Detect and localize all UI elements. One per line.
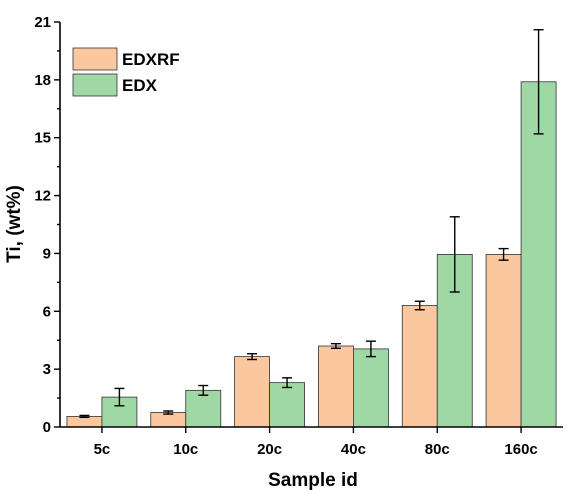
y-tick-label: 3 [43,361,51,378]
x-tick-label: 5c [94,441,111,458]
x-tick-label: 20c [257,441,282,458]
bar-edxrf-80c [401,305,438,428]
x-axis-title: Sample id [268,470,358,490]
y-tick-label: 9 [43,245,51,262]
legend-label-edx: EDX [122,76,158,95]
y-tick-label: 15 [34,130,51,147]
x-tick-label: 10c [173,441,198,458]
legend: EDXRF EDX [72,47,180,97]
y-tick-label: 0 [43,419,51,436]
bar-edxrf-40c [318,345,354,428]
axes-layer: 0 3 6 9 12 15 18 21 5c 10c 20c 40c 80c 160c [34,14,563,458]
y-axis-title: Ti, (wt%) [4,185,25,263]
bar-edxrf-160c [485,253,522,428]
bar-edx-40c [353,348,389,428]
x-tick-label: 40c [341,441,366,458]
y-tick-label: 21 [34,14,51,31]
y-tick-label: 6 [43,303,51,320]
error-bars-layer [79,29,544,419]
legend-label-edxrf: EDXRF [122,50,180,69]
legend-swatch-edxrf [72,47,118,71]
bars-layer [66,81,557,428]
y-tick-label: 12 [34,188,51,205]
legend-swatch-edx [72,73,118,97]
bar-edxrf-20c [234,356,270,428]
bar-edx-20c [269,382,305,428]
x-tick-label: 160c [504,441,537,458]
x-tick-label: 80c [425,441,450,458]
y-tick-label: 18 [34,72,51,89]
